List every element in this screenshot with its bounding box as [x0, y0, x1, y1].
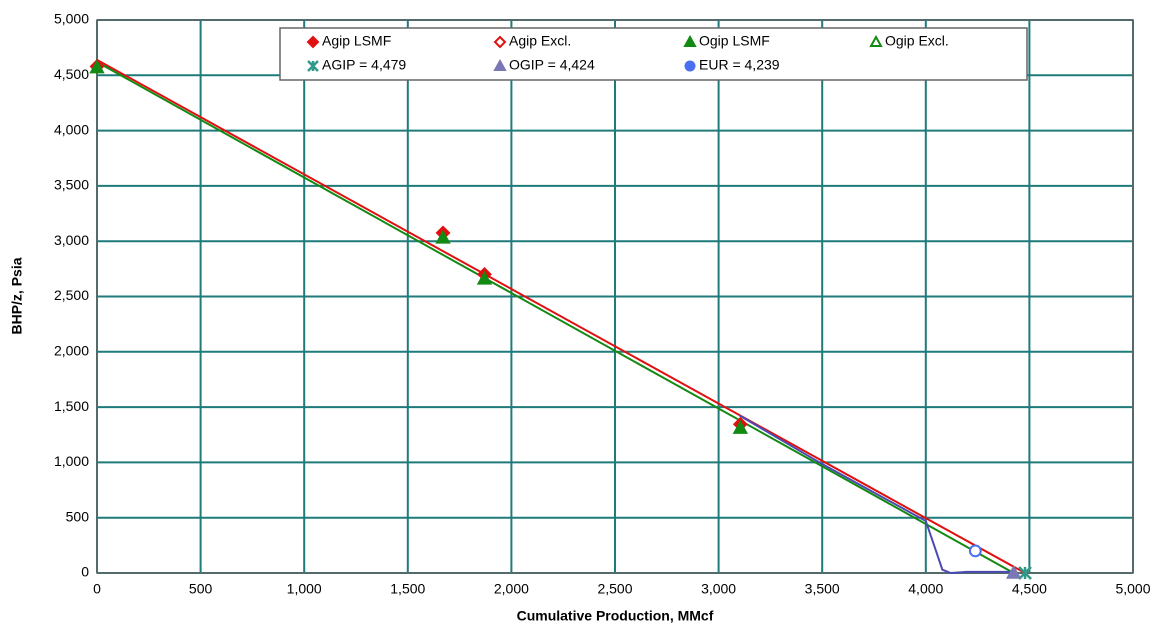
y-tick-label: 4,500 — [54, 66, 89, 82]
marker — [435, 229, 451, 244]
x-tick-label: 1,500 — [390, 581, 425, 597]
marker — [493, 58, 507, 71]
y-axis-title: BHP/z, Psia — [9, 257, 25, 334]
legend-box — [279, 27, 1028, 81]
legend-label: OGIP = 4,424 — [509, 57, 595, 73]
y-tick-label: 2,000 — [54, 343, 89, 359]
fit-line — [738, 414, 1014, 575]
y-tick-label: 4,000 — [54, 121, 89, 137]
marker — [869, 34, 883, 47]
marker — [493, 35, 507, 49]
fit-line — [96, 61, 1015, 574]
y-tick-label: 1,500 — [54, 398, 89, 414]
y-tick-label: 3,500 — [54, 177, 89, 193]
legend: Agip LSMF Agip Excl. Ogip LSMF Ogip Excl. AG… — [279, 27, 1028, 81]
x-tick-label: 3,000 — [701, 581, 736, 597]
marker — [684, 60, 696, 72]
y-tick-label: 2,500 — [54, 287, 89, 303]
x-tick-label: 3,500 — [805, 581, 840, 597]
marker — [307, 60, 319, 72]
y-tick-label: 5,000 — [54, 11, 89, 27]
y-tick-label: 500 — [66, 508, 90, 524]
x-tick-label: 4,500 — [1012, 581, 1047, 597]
y-tick-label: 0 — [81, 564, 89, 580]
x-tick-label: 5,000 — [1115, 581, 1150, 597]
legend-label: Agip LSMF — [322, 33, 391, 49]
y-tick-label: 3,000 — [54, 232, 89, 248]
x-tick-label: 4,000 — [908, 581, 943, 597]
marker — [683, 34, 697, 47]
x-tick-label: 1,000 — [287, 581, 322, 597]
y-tick-label: 1,000 — [54, 453, 89, 469]
legend-label: Agip Excl. — [509, 33, 571, 49]
marker — [476, 270, 493, 285]
fit-line — [96, 58, 1026, 574]
x-tick-label: 2,000 — [494, 581, 529, 597]
legend-label: AGIP = 4,479 — [322, 57, 406, 73]
legend-label: Ogip LSMF — [699, 33, 770, 49]
marker — [968, 544, 982, 558]
x-tick-label: 500 — [189, 581, 213, 597]
legend-label: EUR = 4,239 — [699, 57, 780, 73]
legend-label: Ogip Excl. — [885, 33, 949, 49]
x-axis-title: Cumulative Production, MMcf — [517, 608, 714, 624]
marker — [1005, 564, 1022, 579]
marker — [732, 420, 749, 434]
x-tick-label: 0 — [93, 581, 101, 597]
marker — [1018, 566, 1032, 580]
plot-border — [96, 19, 1134, 574]
marker — [306, 35, 320, 49]
marker — [89, 59, 105, 74]
x-tick-label: 2,500 — [597, 581, 632, 597]
